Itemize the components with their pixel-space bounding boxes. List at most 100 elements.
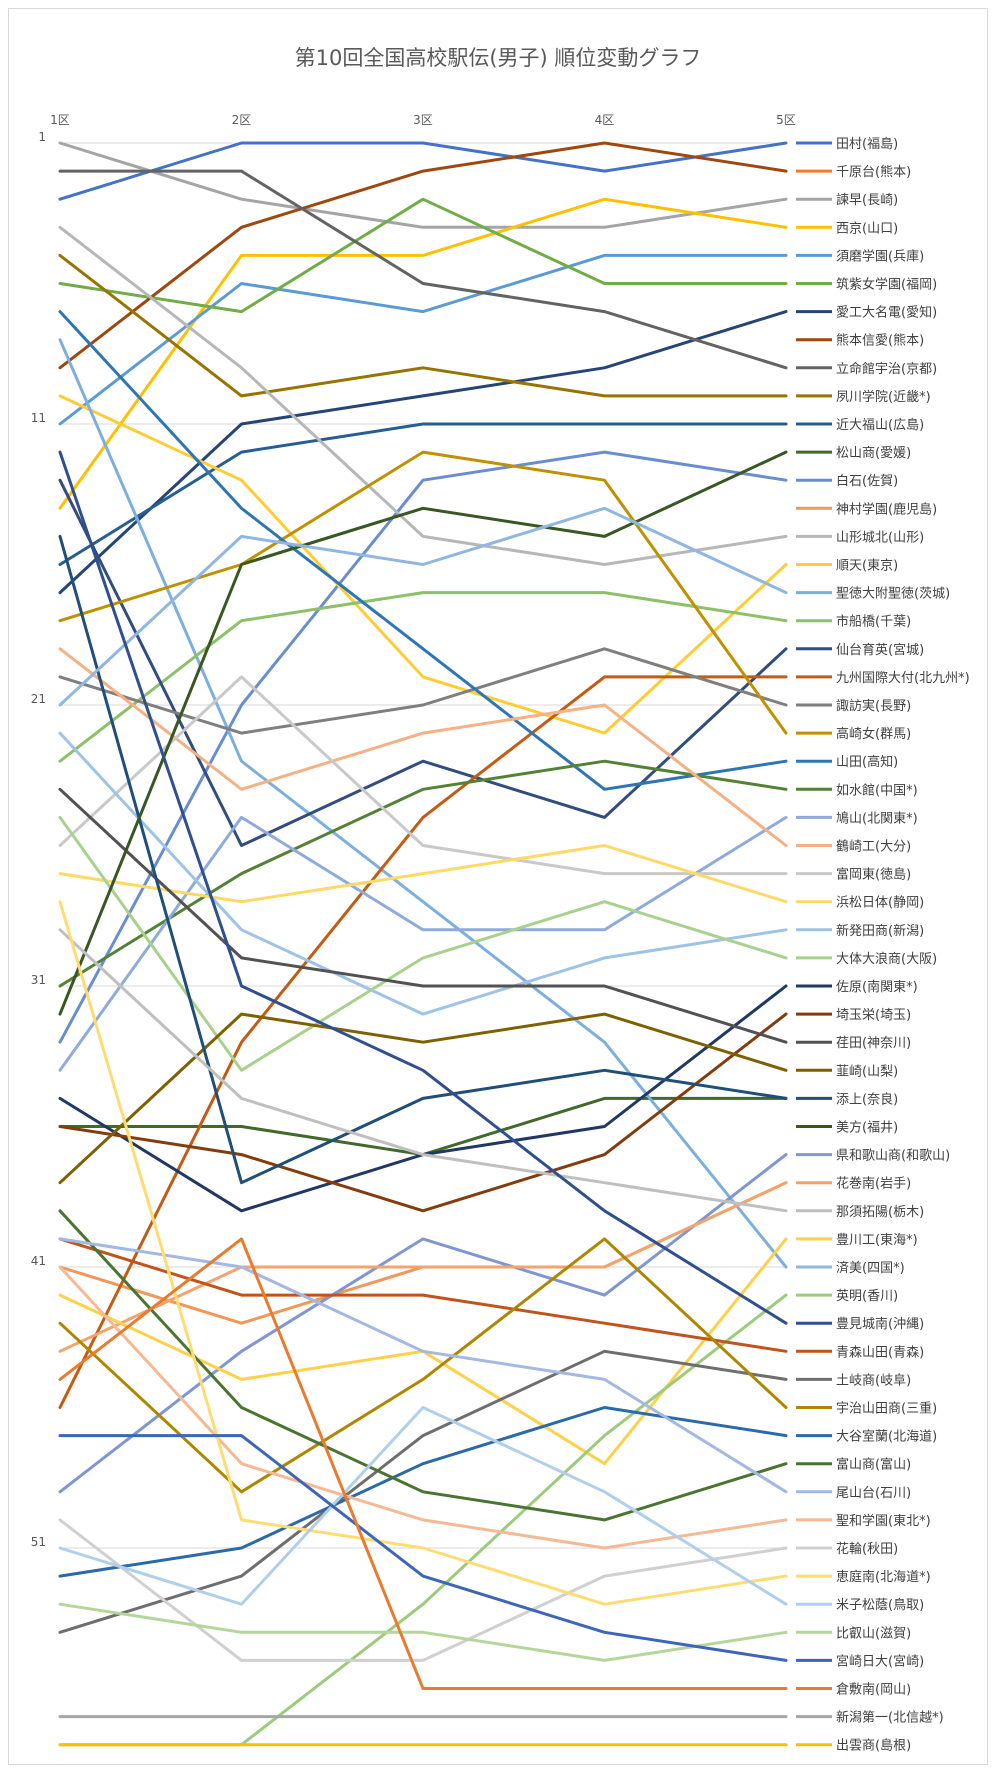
- legend-entry: 米子松蔭(鳥取): [836, 1598, 924, 1613]
- x-category-label: 2区: [232, 113, 252, 127]
- legend-entry: 恵庭南(北海道*): [836, 1569, 931, 1585]
- series-line: [58, 900, 788, 1606]
- series-line: [58, 731, 788, 1016]
- legend-entry: 豊川工(東海*): [836, 1232, 918, 1248]
- series-line: [58, 647, 788, 847]
- y-tick-label: 21: [31, 692, 46, 706]
- series-line: [58, 534, 788, 1185]
- legend-entry: 聖徳大附聖徳(茨城): [836, 587, 950, 602]
- legend-entry: 大体大浪商(大阪): [836, 952, 937, 967]
- legend-entry: 比叡山(滋賀): [836, 1626, 911, 1641]
- series-line: [58, 478, 788, 847]
- series-line: [58, 815, 788, 1072]
- series-line: [58, 1349, 788, 1634]
- legend-entry: 諫早(長崎): [836, 192, 898, 208]
- legend-entry: 美方(福井): [836, 1120, 898, 1136]
- legend-entry: 鶴崎工(大分): [836, 839, 911, 855]
- series-line: [58, 1209, 788, 1522]
- series-line: [58, 787, 788, 1044]
- legend-entry: 富岡東(徳島): [836, 867, 911, 883]
- series-line: [58, 1096, 788, 1157]
- series-line: [58, 310, 788, 791]
- legend-entry: 添上(奈良): [836, 1091, 898, 1107]
- series-line: [58, 1237, 788, 1353]
- series-line: [58, 338, 788, 1269]
- legend-entry: 倉敷南(岡山): [836, 1682, 911, 1698]
- legend-entry: 諏訪実(長野): [836, 698, 911, 714]
- legend-entry: 荏田(神奈川): [836, 1036, 911, 1051]
- series-line: [58, 1237, 788, 1690]
- series-line: [58, 506, 788, 707]
- series-line: [58, 647, 788, 735]
- series-line: [58, 1265, 788, 1550]
- legend-entry: 高崎女(群馬): [836, 726, 911, 742]
- legend-entry: 済美(四国*): [836, 1260, 905, 1276]
- legend-entry: 須磨学園(兵庫): [836, 248, 924, 264]
- legend-entry: 尾山台(石川): [836, 1486, 911, 1501]
- legend-entry: 花巻南(岩手): [836, 1176, 911, 1192]
- legend-entry: 那須拓陽(栃木): [836, 1205, 924, 1220]
- series-line: [58, 253, 788, 398]
- y-tick-label: 31: [31, 973, 46, 987]
- series-line: [58, 253, 788, 426]
- legend-entry: 宇治山田商(三重): [836, 1401, 937, 1417]
- legend-entry: 如水館(中国*): [836, 782, 918, 798]
- legend-entry: 立命館宇治(京都): [836, 361, 937, 377]
- legend-entry: 松山商(愛媛): [836, 446, 911, 461]
- series-line: [58, 225, 788, 566]
- series-line: [58, 1237, 788, 1494]
- legend-entry: 千原台(熊本): [836, 164, 911, 180]
- series-line: [58, 197, 788, 314]
- series-line: [58, 1434, 788, 1662]
- series-line: [58, 591, 788, 763]
- legend-entry: 土岐商(岐阜): [836, 1372, 911, 1388]
- x-category-label: 5区: [776, 113, 796, 127]
- x-category-label: 4区: [595, 113, 615, 127]
- series-line: [58, 1181, 788, 1353]
- legend: 田村(福島) 千原台(熊本) 諫早(長崎) 西京(山口) 須磨学園(兵庫) 筑紫女学園(福…: [796, 137, 970, 1754]
- series-line: [58, 844, 788, 904]
- legend-entry: 鳩山(北関東*): [836, 810, 918, 826]
- chart-title: 第10回全国高校駅伝(男子) 順位変動グラフ: [295, 46, 702, 70]
- legend-entry: 花輪(秋田): [836, 1541, 898, 1557]
- legend-entry: 新潟第一(北信越*): [836, 1710, 944, 1726]
- legend-entry: 筑紫女学園(福岡): [836, 277, 937, 293]
- series-line: [58, 310, 788, 595]
- series-line: [58, 675, 788, 876]
- legend-entry: 佐原(南関東*): [836, 979, 918, 995]
- y-tick-label: 41: [31, 1254, 46, 1268]
- x-category-label: 3区: [413, 113, 433, 127]
- legend-entry: 近大福山(広島): [836, 418, 924, 433]
- series-line: [58, 450, 788, 1325]
- x-axis-labels: 1区 2区 3区 4区 5区: [50, 113, 796, 127]
- legend-entry: 富山商(富山): [836, 1457, 911, 1473]
- legend-entry: 市船橋(千葉): [836, 614, 911, 630]
- legend-entry: 夙川学院(近畿*): [836, 389, 931, 405]
- legend-entry: 埼玉栄(埼玉): [836, 1008, 911, 1023]
- series-line: [58, 450, 788, 1044]
- series-line: [58, 450, 788, 735]
- series-line: [58, 1153, 788, 1494]
- series-line: [58, 928, 788, 1213]
- series-line: [58, 1518, 788, 1662]
- legend-entry: 青森山田(青森): [836, 1345, 924, 1360]
- series-line: [58, 1602, 788, 1662]
- series-line: [58, 141, 788, 201]
- series-line: [58, 1012, 788, 1213]
- legend-entry: 神村学園(鹿児島): [836, 501, 937, 517]
- legend-entry: 九州国際大付(北九州*): [836, 671, 970, 686]
- legend-entry: 県和歌山商(和歌山): [836, 1149, 950, 1164]
- x-category-label: 1区: [50, 113, 70, 127]
- y-tick-label: 11: [31, 411, 46, 425]
- series-line: [58, 450, 788, 1016]
- legend-entry: 仙台育英(宮城): [836, 642, 924, 658]
- legend-entry: 出雲商(島根): [836, 1739, 911, 1754]
- legend-entry: 大谷室蘭(北海道): [836, 1429, 937, 1445]
- legend-entry: 田村(福島): [836, 137, 898, 152]
- series-line: [58, 675, 788, 1409]
- legend-entry: 浜松日体(静岡): [836, 896, 924, 911]
- series-line: [58, 1406, 788, 1606]
- legend-entry: 聖和学園(東北*): [836, 1513, 931, 1529]
- y-tick-label: 51: [31, 1535, 46, 1549]
